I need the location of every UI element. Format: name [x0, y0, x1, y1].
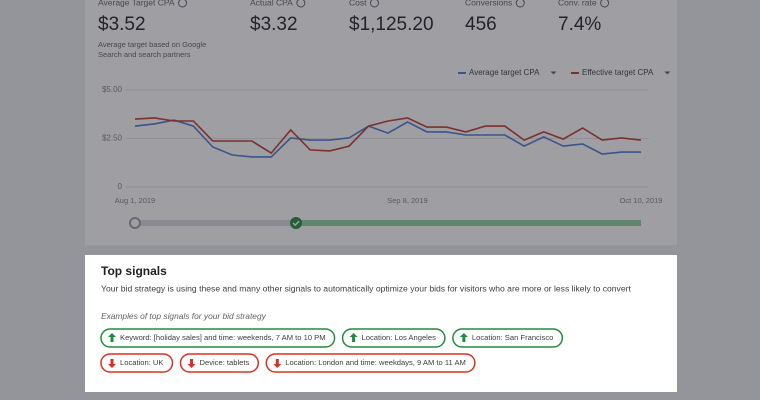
signal-chip	[100, 353, 174, 373]
trend-arrow	[273, 359, 282, 368]
legend-dropdown[interactable]	[550, 71, 557, 75]
range-handle-start[interactable]	[129, 217, 141, 229]
metric-value: $3.32	[250, 14, 298, 35]
chip-label: Location: London and time: weekdays, 9 A…	[285, 358, 466, 367]
metric-label: Conv. rate	[558, 0, 597, 7]
card-title: Top signals	[101, 264, 167, 278]
trend-arrow	[108, 333, 116, 342]
metric-label: Conversions	[465, 0, 512, 7]
help-icon[interactable]	[515, 0, 525, 8]
examples-label: Examples of top signals for your bid str…	[101, 311, 267, 321]
metric-note: Search and search partners	[98, 50, 191, 59]
series-line	[134, 119, 641, 158]
trend-arrow	[459, 333, 468, 342]
card-description: Your bid strategy is using these and man…	[101, 283, 631, 293]
x-tick-label: Oct 10, 2019	[620, 196, 663, 205]
chip-label: Location: UK	[120, 358, 163, 367]
trend-arrow	[349, 333, 358, 342]
legend-label[interactable]: Effective target CPA	[582, 68, 654, 77]
metric-value: 456	[465, 14, 497, 35]
metric-label: Cost	[349, 0, 367, 7]
metric-value: $1,125.20	[349, 14, 434, 35]
check-icon	[292, 220, 300, 227]
chip-label: Location: San Francisco	[472, 333, 553, 342]
signal-chip	[341, 328, 446, 348]
metric-value: $3.52	[98, 14, 146, 35]
signal-chip	[452, 328, 564, 348]
help-icon[interactable]	[178, 0, 188, 8]
help-icon[interactable]	[369, 0, 379, 8]
signal-chip	[179, 353, 260, 373]
legend-dropdown[interactable]	[664, 71, 671, 75]
y-tick-label: 0	[118, 182, 123, 191]
x-tick-label: Aug 1, 2019	[115, 196, 155, 205]
metric-note: Average target based on Google	[98, 40, 206, 49]
series-line	[134, 117, 642, 155]
metric-label: Actual CPA	[250, 0, 293, 7]
y-tick-label: $5.00	[102, 85, 123, 94]
signal-chip	[100, 328, 336, 348]
help-icon[interactable]	[296, 0, 306, 8]
chip-label: Location: Los Angeles	[362, 333, 437, 342]
y-tick-label: $2.50	[102, 134, 123, 143]
chip-label: Device: tablets	[199, 358, 249, 367]
metric-value: 7.4%	[558, 14, 601, 35]
range-handle-end[interactable]	[290, 217, 302, 229]
metric-label: Average Target CPA	[98, 0, 175, 7]
chip-label: Keyword: [holiday sales] and time: weeke…	[120, 333, 326, 342]
legend-label[interactable]: Average target CPA	[469, 68, 540, 77]
help-icon[interactable]	[600, 0, 610, 8]
chips: Keyword: [holiday sales] and time: weeke…	[100, 328, 564, 373]
performance: Average Target CPA $3.52 Actual CPA $3.32 Co…	[98, 0, 671, 229]
trend-arrow	[108, 359, 116, 368]
trend-arrow	[187, 359, 196, 368]
x-tick-label: Sep 8, 2019	[387, 196, 427, 205]
signal-chip	[265, 353, 476, 373]
